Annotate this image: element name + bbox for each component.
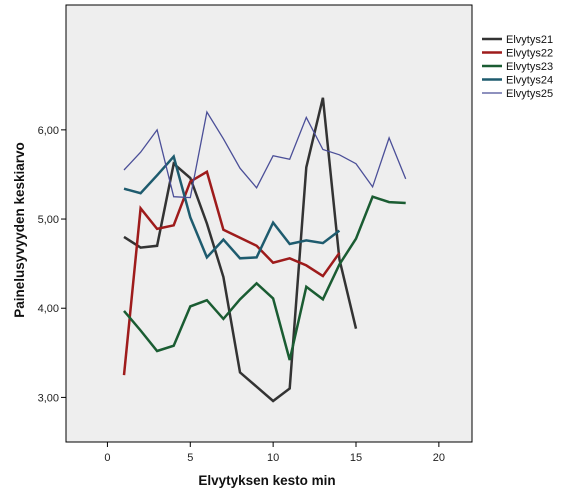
x-tick-label: 10 [267, 452, 279, 464]
plot-area [65, 4, 473, 443]
legend-label: Elvytys24 [506, 75, 553, 87]
x-tick-label: 15 [350, 452, 362, 464]
y-tick-label: 3,00 [38, 392, 59, 404]
series-line-elvytys22 [122, 169, 341, 376]
series-line-elvytys24 [123, 154, 341, 260]
x-axis-title: Elvytyksen kesto min [198, 473, 335, 488]
legend-label: Elvytys25 [506, 88, 553, 100]
series-line-elvytys23 [123, 195, 406, 361]
y-tick-label: 4,00 [38, 303, 59, 315]
x-tick-label: 5 [187, 452, 193, 464]
legend-label: Elvytys23 [506, 61, 553, 73]
series-line-elvytys25 [123, 110, 407, 199]
y-tick-label: 5,00 [38, 214, 59, 226]
y-tick-label: 6,00 [38, 125, 59, 137]
series-line-elvytys21 [123, 97, 358, 403]
x-tick-label: 0 [104, 452, 110, 464]
y-axis-title: Painelusyvyyden keskiarvo [12, 142, 27, 318]
legend-label: Elvytys21 [506, 34, 553, 46]
legend-label: Elvytys22 [506, 48, 553, 60]
x-tick-label: 20 [433, 452, 445, 464]
